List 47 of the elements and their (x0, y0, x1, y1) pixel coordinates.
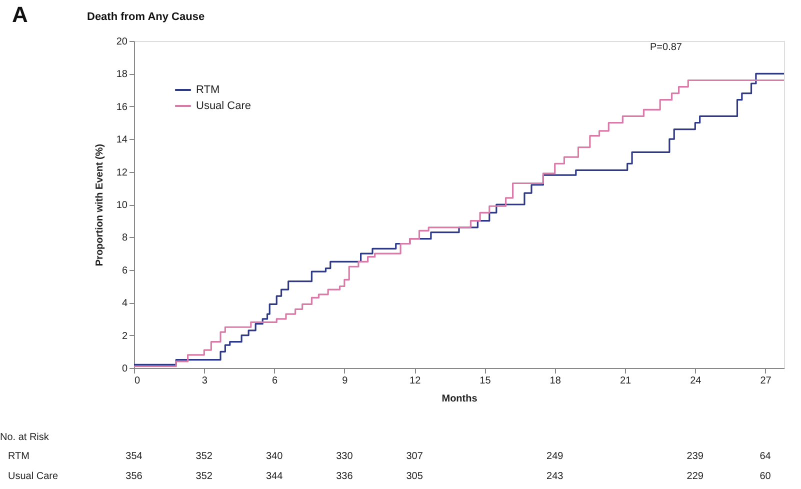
y-axis-title: Proportion with Event (%) (94, 144, 106, 266)
legend-label: Usual Care (196, 100, 252, 112)
x-tick-label: 18 (550, 376, 562, 386)
x-tick-label: 24 (690, 376, 702, 386)
x-tick-label: 3 (202, 376, 208, 386)
text: 307 (406, 451, 424, 462)
text: A (12, 2, 28, 27)
x-tick-label: 0 (134, 376, 140, 386)
text: 352 (196, 451, 213, 462)
text: Usual Care (8, 471, 58, 482)
text: 243 (546, 471, 564, 482)
text: 249 (546, 451, 564, 462)
x-tick-label: 6 (272, 376, 278, 386)
y-tick-label: 12 (116, 167, 128, 178)
text: 305 (406, 471, 424, 482)
text: No. at Risk (0, 432, 50, 443)
x-tick-label: 9 (342, 376, 348, 386)
text: 354 (126, 451, 143, 462)
text: 330 (336, 451, 354, 462)
text: 239 (686, 451, 704, 462)
text: 340 (266, 451, 284, 462)
y-tick-label: 20 (116, 36, 128, 48)
text: 344 (266, 471, 284, 482)
y-tick-label: 10 (116, 200, 128, 211)
chart-title: Death from Any Cause (87, 11, 205, 23)
x-tick-label: 15 (480, 376, 492, 386)
text: 352 (196, 471, 213, 482)
y-tick-label: 0 (122, 364, 128, 374)
y-tick-label: 18 (116, 69, 128, 80)
y-tick-label: 6 (122, 265, 128, 276)
text: RTM (8, 451, 30, 462)
text: 229 (686, 471, 704, 482)
x-tick-label: 21 (620, 376, 632, 386)
y-tick-label: 16 (116, 102, 128, 113)
text: 336 (336, 471, 354, 482)
text: 64 (760, 451, 772, 462)
y-tick-label: 4 (122, 298, 128, 310)
legend-label: RTM (196, 84, 220, 96)
text: 356 (126, 471, 143, 482)
annotation: P=0.87 (650, 42, 682, 53)
y-tick-label: 14 (116, 134, 128, 146)
text: 60 (760, 471, 772, 482)
x-tick-label: 12 (410, 376, 422, 386)
x-tick-label: 27 (760, 376, 772, 386)
y-tick-label: 2 (122, 330, 128, 342)
x-axis-title: Months (442, 394, 478, 404)
y-tick-label: 8 (122, 232, 128, 244)
